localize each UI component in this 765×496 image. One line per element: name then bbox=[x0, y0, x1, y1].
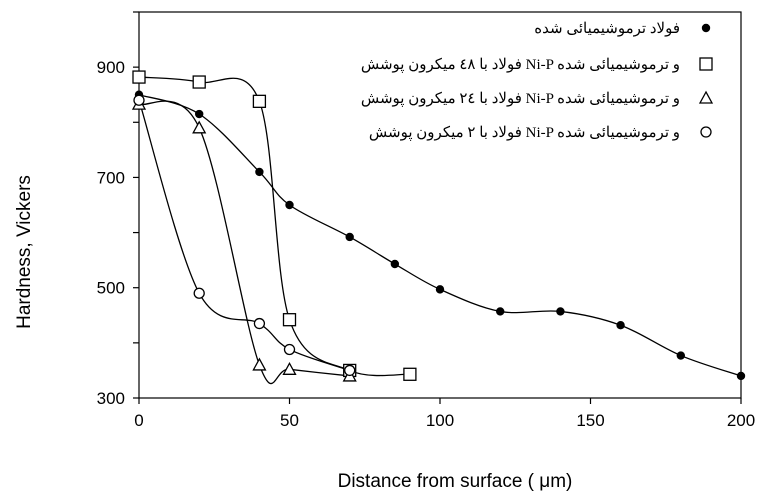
legend-marker-2 bbox=[699, 57, 713, 71]
series-1-point bbox=[390, 259, 400, 269]
series-1-point bbox=[195, 109, 204, 119]
fit-curves-group bbox=[138, 76, 742, 384]
series-3-point bbox=[282, 361, 297, 375]
series-4-point bbox=[344, 364, 356, 377]
x-axis-title: Distance from surface ( μm) bbox=[338, 471, 573, 492]
y-tick-label: 900 bbox=[97, 58, 125, 77]
legend-entry-3: فولاد با ٢٤ میکرون پوشش Ni-P و ترموشیمیا… bbox=[361, 91, 680, 107]
y-tick-label: 300 bbox=[97, 389, 125, 408]
series-2-curve bbox=[138, 76, 410, 377]
x-tick-label: 50 bbox=[280, 411, 299, 430]
series-1-point bbox=[736, 371, 746, 381]
legend-entry-4: فولاد با ٢ میکرون پوشش Ni-P و ترموشیمیائ… bbox=[369, 125, 680, 141]
legend: فولاد ترموشیمیائی شده فولاد با ٤٨ میکرون … bbox=[361, 21, 714, 141]
series-4-point bbox=[193, 287, 205, 299]
series-1-point bbox=[676, 351, 685, 360]
series-4-point bbox=[283, 343, 296, 356]
x-tick-label: 100 bbox=[426, 411, 454, 430]
data-points-group bbox=[131, 70, 746, 382]
series-3-curve bbox=[138, 100, 350, 384]
series-3-point bbox=[192, 120, 207, 134]
series-1-point bbox=[345, 232, 354, 242]
series-4-curve bbox=[138, 100, 350, 372]
series-2-point bbox=[132, 70, 146, 84]
series-2-point bbox=[282, 313, 297, 327]
legend-entry-2: فولاد با ٤٨ میکرون پوشش Ni-P و ترموشیمیا… bbox=[361, 57, 680, 73]
series-1-curve bbox=[138, 94, 742, 377]
series-1-point bbox=[285, 200, 294, 210]
series-1-point bbox=[255, 167, 264, 177]
series-1-point bbox=[616, 321, 625, 330]
axes-group: 0 50 100 150 200 300 500 700 900 bbox=[97, 11, 755, 430]
y-axis-title: Hardness, Vickers bbox=[14, 175, 35, 329]
series-2-point bbox=[252, 94, 267, 108]
series-1-point bbox=[556, 307, 565, 316]
legend-marker-3 bbox=[698, 90, 714, 104]
series-2-point bbox=[403, 367, 417, 381]
legend-marker-1 bbox=[701, 23, 711, 33]
x-tick-label: 0 bbox=[134, 411, 143, 430]
legend-marker-4 bbox=[700, 126, 712, 138]
series-4-point bbox=[253, 317, 266, 330]
y-tick-label: 500 bbox=[97, 279, 125, 298]
legend-entry-1: فولاد ترموشیمیائی شده bbox=[534, 21, 680, 37]
series-2-point bbox=[192, 75, 206, 89]
y-tick-label: 700 bbox=[97, 168, 125, 187]
series-3-point bbox=[252, 357, 267, 371]
x-tick-label: 150 bbox=[576, 411, 604, 430]
series-1-point bbox=[435, 285, 445, 294]
series-4-point bbox=[133, 94, 145, 106]
series-1-point bbox=[496, 307, 505, 316]
x-tick-label: 200 bbox=[727, 411, 755, 430]
